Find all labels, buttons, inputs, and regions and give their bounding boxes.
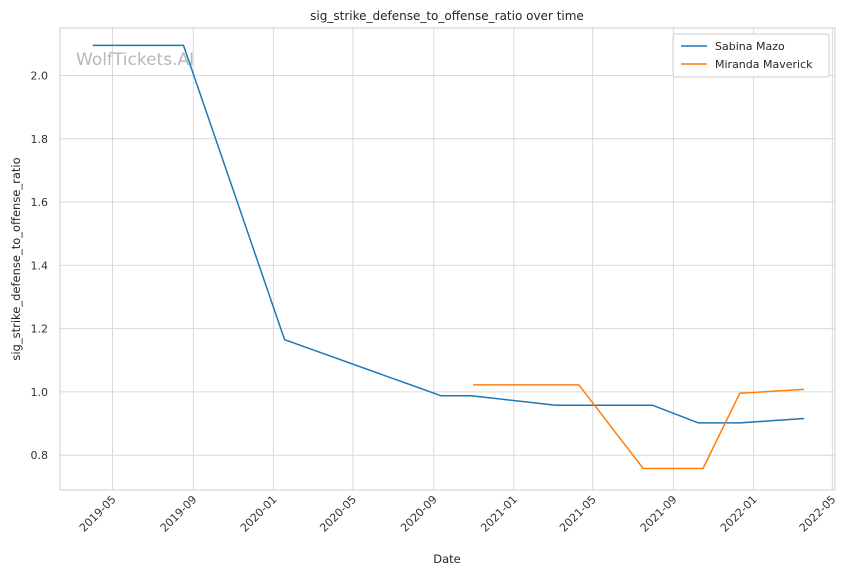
plot-background: [60, 28, 835, 490]
chart-title: sig_strike_defense_to_offense_ratio over…: [310, 9, 584, 23]
x-tick-label: 2022-05: [797, 493, 839, 535]
y-tick-labels: 0.8 1.0 1.2 1.4 1.6 1.8 2.0: [31, 69, 49, 462]
series-line-sabina-mazo: [92, 44, 805, 424]
y-gridlines: [60, 74, 835, 456]
legend-label-miranda-maverick: Miranda Maverick: [715, 58, 813, 71]
legend-label-sabina-mazo: Sabina Mazo: [715, 40, 785, 53]
y-tick-label: 1.8: [31, 133, 49, 146]
plot-frame: [59, 27, 836, 491]
y-tick-label: 1.0: [31, 386, 49, 399]
series-layer: [92, 44, 805, 470]
x-tick-labels: 2019-05 2019-09 2020-01 2020-05 2020-09 2021-…: [77, 493, 839, 535]
x-axis-title: Date: [433, 552, 461, 566]
x-tick-label: 2021-09: [638, 493, 680, 535]
watermark: WolfTickets.AI: [76, 50, 194, 70]
x-tick-label: 2019-05: [77, 493, 119, 535]
y-tick-label: 1.6: [31, 196, 49, 209]
y-axis-title: sig_strike_defense_to_offense_ratio: [9, 157, 23, 360]
x-tick-label: 2019-09: [158, 493, 200, 535]
y-tick-label: 0.8: [31, 449, 49, 462]
legend: Sabina Mazo Miranda Maverick: [672, 33, 830, 78]
y-tick-label: 1.4: [31, 259, 49, 272]
x-tick-label: 2021-05: [557, 493, 599, 535]
x-tick-label: 2021-01: [478, 493, 520, 535]
x-gridlines: [112, 28, 833, 490]
y-tick-label: 2.0: [31, 69, 49, 82]
y-tick-label: 1.2: [31, 323, 49, 336]
series-line-miranda-maverick: [473, 384, 805, 470]
x-tick-label: 2020-05: [317, 493, 359, 535]
legend-box: [672, 33, 830, 78]
x-tick-label: 2022-01: [718, 493, 760, 535]
x-tick-label: 2020-01: [238, 493, 280, 535]
x-tick-label: 2020-09: [398, 493, 440, 535]
